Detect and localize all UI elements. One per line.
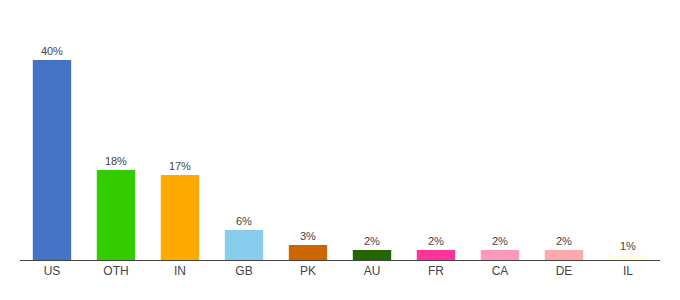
svg-text:2%: 2% xyxy=(428,235,444,247)
svg-text:3%: 3% xyxy=(300,230,316,242)
svg-text:1%: 1% xyxy=(620,240,636,252)
svg-text:40%: 40% xyxy=(41,45,63,57)
svg-text:CA: CA xyxy=(492,264,509,278)
svg-text:6%: 6% xyxy=(236,215,252,227)
svg-text:2%: 2% xyxy=(492,235,508,247)
svg-text:2%: 2% xyxy=(364,235,380,247)
svg-text:GB: GB xyxy=(235,264,252,278)
svg-text:PK: PK xyxy=(300,264,316,278)
svg-text:US: US xyxy=(44,264,61,278)
svg-text:17%: 17% xyxy=(169,160,191,172)
svg-text:DE: DE xyxy=(556,264,573,278)
svg-text:AU: AU xyxy=(364,264,381,278)
svg-text:OTH: OTH xyxy=(103,264,128,278)
svg-text:IN: IN xyxy=(174,264,186,278)
svg-text:18%: 18% xyxy=(105,155,127,167)
svg-text:FR: FR xyxy=(428,264,444,278)
svg-text:IL: IL xyxy=(623,264,633,278)
svg-text:2%: 2% xyxy=(556,235,572,247)
